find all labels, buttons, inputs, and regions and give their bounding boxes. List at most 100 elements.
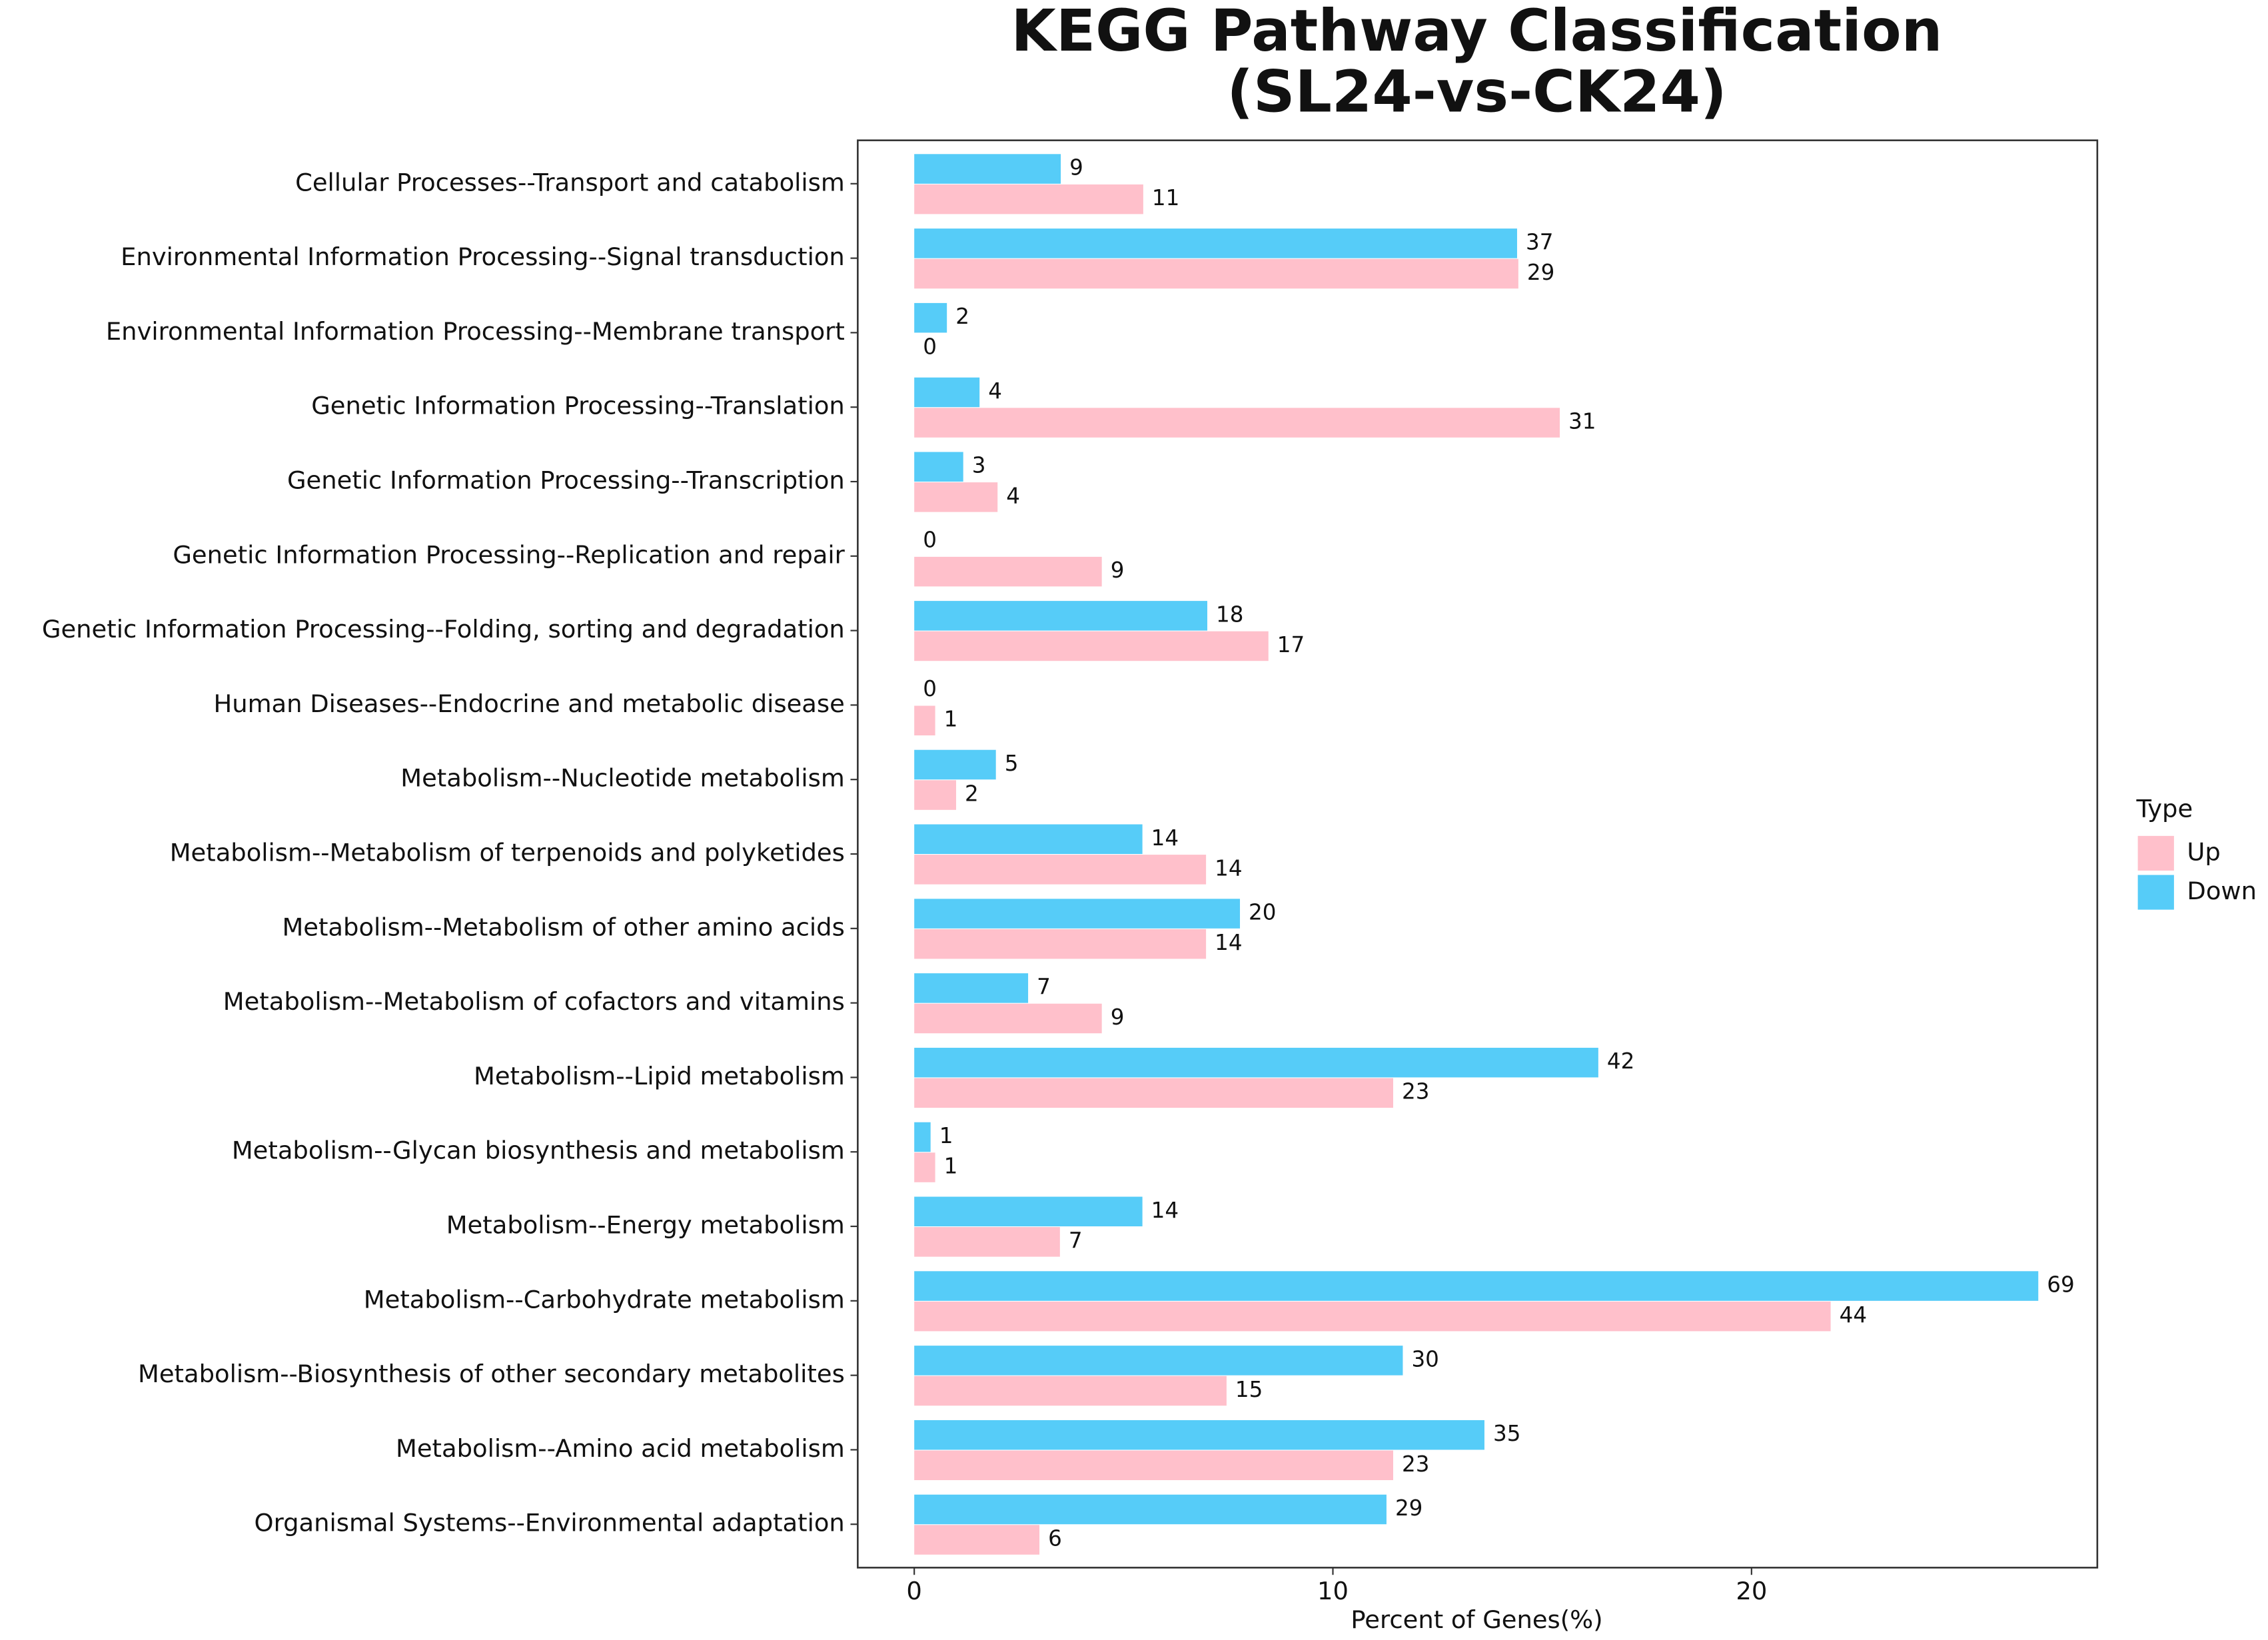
- bar: [914, 780, 957, 810]
- bar: [914, 1376, 1227, 1406]
- bar: [914, 973, 1029, 1003]
- bar-count-label: 0: [923, 334, 937, 360]
- bar-count-label: 4: [1006, 483, 1020, 508]
- bar-count-label: 9: [1069, 155, 1083, 181]
- y-tick-label: Genetic Information Processing--Replicat…: [173, 540, 845, 569]
- bar-count-label: 1: [944, 707, 958, 732]
- bar: [914, 1271, 2039, 1301]
- legend-label: Up: [2187, 837, 2220, 866]
- y-tick-label: Cellular Processes--Transport and catabo…: [295, 168, 845, 197]
- bar-count-label: 23: [1402, 1451, 1429, 1477]
- y-tick-label: Metabolism--Biosynthesis of other second…: [138, 1360, 845, 1388]
- bar: [914, 899, 1241, 929]
- bar: [914, 1152, 935, 1182]
- y-tick-label: Metabolism--Nucleotide metabolism: [400, 764, 845, 793]
- chart-title: KEGG Pathway Classification: [1011, 0, 1943, 65]
- bar-count-label: 30: [1411, 1346, 1438, 1372]
- bar: [914, 1450, 1393, 1481]
- y-tick-label: Organismal Systems--Environmental adapta…: [255, 1509, 845, 1537]
- bar-count-label: 1: [944, 1154, 958, 1179]
- bar: [914, 601, 1208, 631]
- bar: [914, 705, 935, 736]
- bar-count-label: 31: [1568, 409, 1596, 434]
- y-tick-label: Metabolism--Glycan biosynthesis and meta…: [232, 1136, 845, 1165]
- bar-count-label: 15: [1235, 1377, 1263, 1402]
- bar: [914, 929, 1207, 959]
- bar-count-label: 14: [1151, 1198, 1179, 1223]
- bar-count-label: 0: [923, 528, 937, 553]
- x-tick-label: 0: [906, 1577, 921, 1605]
- bar-count-label: 2: [965, 781, 979, 807]
- bar-count-label: 14: [1215, 930, 1242, 955]
- y-tick-label: Genetic Information Processing--Folding,…: [42, 615, 845, 643]
- y-tick-label: Metabolism--Metabolism of cofactors and …: [223, 987, 845, 1016]
- bar: [914, 556, 1102, 587]
- bar-count-label: 29: [1527, 260, 1554, 285]
- bar: [914, 1196, 1143, 1227]
- legend-label: Down: [2187, 877, 2257, 905]
- bar: [914, 452, 963, 482]
- bar: [914, 258, 1518, 289]
- bar-count-label: 29: [1395, 1495, 1422, 1521]
- bar: [914, 377, 980, 408]
- bar-count-label: 3: [972, 453, 986, 478]
- y-tick-label: Environmental Information Processing--Si…: [121, 242, 845, 271]
- bar-count-label: 2: [955, 304, 969, 329]
- bar: [914, 824, 1143, 855]
- bar-count-label: 44: [1840, 1302, 1867, 1328]
- y-tick-label: Environmental Information Processing--Me…: [106, 317, 845, 346]
- y-tick-label: Metabolism--Metabolism of terpenoids and…: [170, 839, 845, 867]
- bar-count-label: 7: [1069, 1228, 1083, 1253]
- bar: [914, 408, 1560, 438]
- legend-swatch: [2137, 835, 2174, 871]
- bar: [914, 1078, 1393, 1108]
- bar-count-label: 7: [1037, 974, 1051, 999]
- bar: [914, 631, 1269, 661]
- bar-count-label: 9: [1111, 1005, 1125, 1030]
- bar-count-label: 37: [1526, 229, 1553, 254]
- bar-count-label: 23: [1402, 1079, 1429, 1104]
- bar-count-label: 17: [1277, 632, 1305, 657]
- y-tick-label: Metabolism--Energy metabolism: [446, 1211, 845, 1240]
- bar-count-label: 69: [2047, 1272, 2074, 1298]
- bar-count-label: 14: [1215, 855, 1242, 881]
- bar: [914, 184, 1143, 214]
- bar: [914, 1346, 1403, 1376]
- bar-count-label: 18: [1216, 602, 1243, 627]
- y-tick-label: Metabolism--Lipid metabolism: [474, 1062, 845, 1090]
- bar: [914, 1420, 1484, 1450]
- x-axis-label: Percent of Genes(%): [1351, 1605, 1602, 1634]
- y-tick-label: Metabolism--Carbohydrate metabolism: [364, 1285, 845, 1314]
- bar: [914, 482, 998, 512]
- bar-count-label: 35: [1493, 1421, 1520, 1446]
- bar-count-label: 9: [1111, 558, 1125, 583]
- bar: [914, 1047, 1598, 1078]
- bar: [914, 1003, 1102, 1034]
- bar-count-label: 6: [1048, 1526, 1062, 1551]
- bar: [914, 1494, 1387, 1525]
- bar: [914, 228, 1517, 258]
- x-tick-label: 20: [1736, 1577, 1767, 1605]
- bar: [914, 154, 1061, 184]
- bar-count-label: 1: [939, 1123, 953, 1148]
- bar-count-label: 11: [1152, 185, 1179, 210]
- bar: [914, 1227, 1060, 1257]
- legend-title: Type: [2135, 794, 2193, 823]
- y-tick-label: Metabolism--Metabolism of other amino ac…: [282, 913, 844, 941]
- x-tick-label: 10: [1317, 1577, 1349, 1605]
- bar-count-label: 5: [1005, 751, 1019, 776]
- y-tick-label: Metabolism--Amino acid metabolism: [396, 1434, 845, 1463]
- legend-swatch: [2137, 875, 2174, 910]
- bar: [914, 1525, 1040, 1555]
- bar: [914, 749, 996, 780]
- bar-count-label: 4: [988, 378, 1002, 404]
- y-tick-label: Genetic Information Processing--Transcri…: [287, 466, 845, 495]
- bar-count-label: 14: [1151, 825, 1179, 851]
- chart-subtitle: (SL24-vs-CK24): [1227, 58, 1726, 125]
- bar: [914, 1301, 1831, 1332]
- bar-count-label: 0: [923, 676, 937, 701]
- bar: [914, 855, 1207, 885]
- y-tick-label: Human Diseases--Endocrine and metabolic …: [213, 689, 844, 718]
- bar: [914, 1122, 931, 1152]
